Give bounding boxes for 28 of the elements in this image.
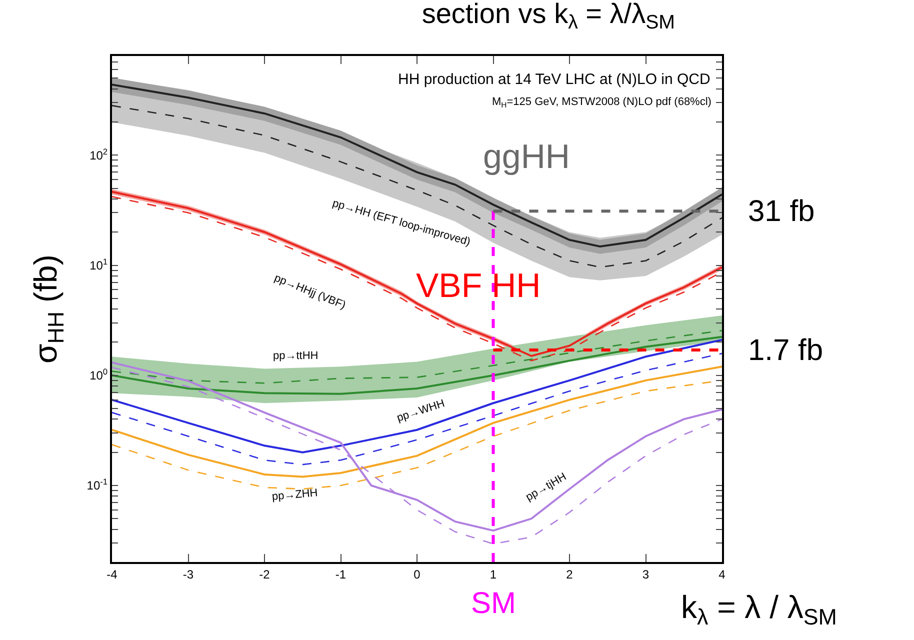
ref-line-label: 1.7 fb xyxy=(748,334,824,367)
line-series xyxy=(112,338,722,454)
x-tick-label: -1 xyxy=(335,567,346,582)
text: pp→ttHH xyxy=(273,350,318,362)
line-series xyxy=(112,336,722,395)
y-tick-label: 10$^{0}$ xyxy=(90,366,108,383)
series-label: pp→ZHH xyxy=(272,487,318,503)
annotation: HH production at 14 TeV LHC at (N)LO in QCD xyxy=(398,71,711,88)
x-tick-label: -4 xyxy=(106,567,118,582)
y-tick-label: 10$^{-1}$ xyxy=(86,476,108,493)
x-tick-label: -2 xyxy=(259,567,270,582)
x-tick-label: 3 xyxy=(642,567,650,582)
chart-title: section vs k$_{λ}$ = λ/λ$_{SM}$ xyxy=(422,0,675,34)
x-axis-title: k$_{λ}$ = λ / λ$_{SM}$ xyxy=(681,589,837,630)
line-series xyxy=(112,352,722,466)
x-tick-label: 2 xyxy=(566,567,574,582)
x-tick-label: 0 xyxy=(414,567,421,582)
y-tick-label: 10$^{1}$ xyxy=(90,256,108,272)
ref-line-label: SM xyxy=(471,587,516,620)
x-tick-label: 1 xyxy=(490,567,497,582)
annotation: ggHH xyxy=(483,138,570,176)
line-series xyxy=(112,330,722,384)
annotation: M$_{H}$=125 GeV, MSTW2008 (N)LO pdf (68%cl) xyxy=(492,96,712,110)
y-tick-label: 10$^{2}$ xyxy=(90,146,108,162)
x-tick-label: 4 xyxy=(718,567,726,582)
annotation: VBF HH xyxy=(416,267,541,305)
x-tick-label: -3 xyxy=(182,567,194,582)
ref-line-label: 31 fb xyxy=(748,195,815,228)
